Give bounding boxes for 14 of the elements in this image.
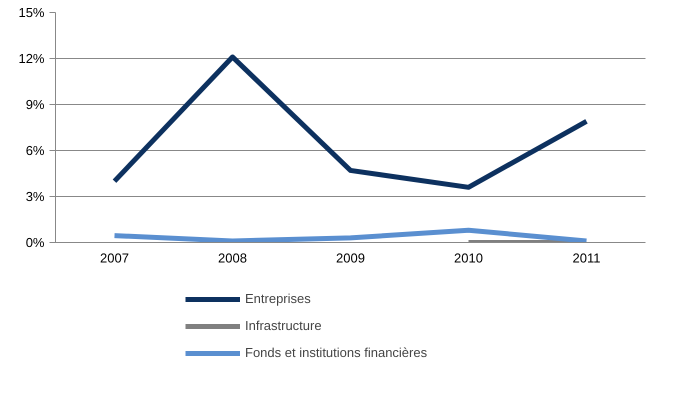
y-tick-label: 6% xyxy=(26,143,45,158)
legend-label: Infrastructure xyxy=(245,318,322,333)
legend-label: Entreprises xyxy=(245,291,311,306)
y-tick-label: 9% xyxy=(26,97,45,112)
x-tick-label: 2007 xyxy=(100,250,129,266)
y-tick-label: 0% xyxy=(26,235,45,250)
x-tick-label: 2008 xyxy=(218,250,247,266)
y-tick-label: 12% xyxy=(18,51,45,66)
x-tick-label: 2009 xyxy=(336,250,365,266)
x-tick-label: 2010 xyxy=(454,250,483,266)
legend-label: Fonds et institutions financières xyxy=(245,345,428,360)
y-tick-label: 3% xyxy=(26,189,45,204)
y-tick-label: 15% xyxy=(18,5,45,20)
x-tick-label: 2011 xyxy=(572,250,600,266)
